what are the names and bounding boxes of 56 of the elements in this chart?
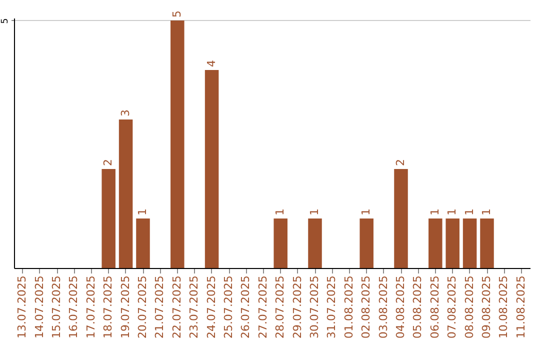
data-label: 1 — [274, 208, 287, 216]
bar — [274, 218, 288, 268]
bar — [136, 218, 150, 268]
bar — [446, 218, 460, 268]
x-tick-label: 06.08.2025 — [428, 276, 442, 338]
data-label: 1 — [462, 208, 476, 216]
data-label: 2 — [394, 158, 407, 166]
bar — [462, 218, 477, 268]
data-label: 1 — [480, 208, 493, 216]
data-label: 1 — [308, 208, 321, 216]
x-tick-label: 22.07.2025 — [170, 276, 184, 338]
x-tick-label: 21.07.2025 — [153, 276, 166, 338]
bar — [170, 20, 184, 268]
x-tick-label: 08.08.2025 — [462, 276, 476, 338]
x-tick-label: 01.08.2025 — [342, 276, 356, 338]
data-label: 4 — [204, 60, 218, 67]
data-label: 2 — [102, 158, 115, 166]
x-tick-label: 19.07.2025 — [118, 276, 132, 338]
x-tick-label: 31.07.2025 — [325, 276, 338, 338]
x-tick-label: 28.07.2025 — [274, 276, 287, 338]
x-tick-label: 13.07.2025 — [16, 276, 29, 338]
x-tick-label: 09.08.2025 — [480, 276, 493, 338]
x-tick-label: 20.07.2025 — [136, 276, 149, 338]
x-tick-label: 27.07.2025 — [256, 276, 270, 338]
x-tick-label: 25.07.2025 — [222, 276, 235, 338]
data-label: 1 — [360, 208, 373, 216]
data-label: 5 — [170, 10, 184, 18]
x-tick-label: 24.07.2025 — [204, 276, 218, 338]
x-tick-label: 03.08.2025 — [376, 276, 390, 338]
x-tick-label: 10.08.2025 — [497, 276, 510, 338]
x-tick-label: 18.07.2025 — [102, 276, 115, 338]
data-label: 1 — [428, 208, 442, 216]
bar — [204, 70, 219, 268]
bar — [118, 119, 133, 268]
x-tick-label: 17.07.2025 — [84, 276, 98, 338]
bar — [428, 218, 442, 268]
bar — [102, 168, 116, 268]
bar — [308, 218, 322, 268]
x-tick-label: 05.08.2025 — [411, 276, 424, 338]
data-label: 3 — [118, 109, 132, 116]
x-tick-label: 23.07.2025 — [188, 276, 201, 338]
x-tick-label: 30.07.2025 — [308, 276, 321, 338]
x-tick-label: 15.07.2025 — [50, 276, 63, 338]
x-tick-label: 14.07.2025 — [32, 276, 46, 338]
x-tick-label: 29.07.2025 — [290, 276, 304, 338]
x-tick-label: 02.08.2025 — [360, 276, 373, 338]
x-tick-label: 04.08.2025 — [394, 276, 407, 338]
data-label: 1 — [136, 208, 149, 216]
x-tick-label: 11.08.2025 — [514, 276, 528, 338]
bar — [394, 168, 408, 268]
bar — [360, 218, 374, 268]
x-tick-label: 26.07.2025 — [239, 276, 252, 338]
x-tick-label: 16.07.2025 — [67, 276, 80, 338]
x-tick-label: 07.08.2025 — [446, 276, 459, 338]
bar — [480, 218, 494, 268]
data-label: 1 — [446, 208, 459, 216]
